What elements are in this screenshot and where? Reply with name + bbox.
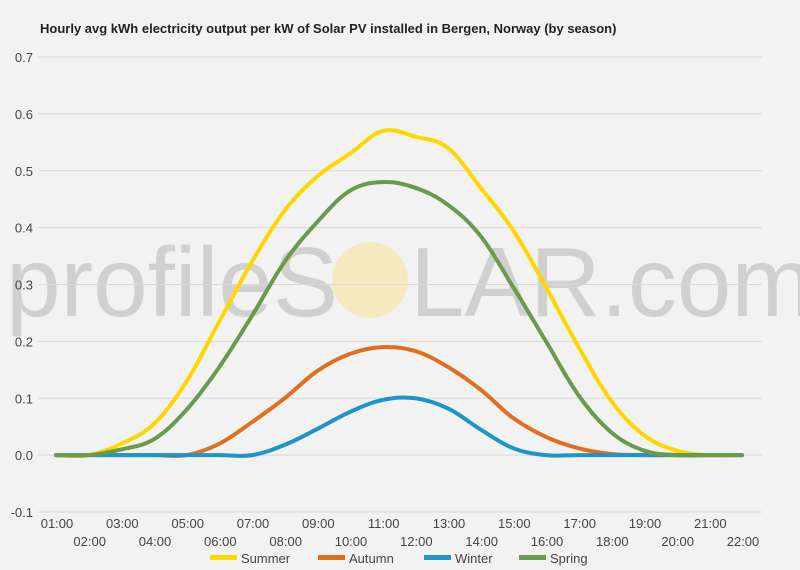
y-tick-label: 0.2 <box>15 334 33 349</box>
chart-title: Hourly avg kWh electricity output per kW… <box>40 21 616 36</box>
legend-swatch <box>519 555 546 560</box>
legend: Summer Autumn Winter Spring <box>210 551 588 566</box>
watermark-text-left: profileS <box>6 227 338 337</box>
x-tick-label: 09:00 <box>302 516 335 531</box>
x-tick-label: 22:00 <box>727 534 760 549</box>
x-tick-label: 01:00 <box>41 516 74 531</box>
legend-label: Autumn <box>349 551 394 566</box>
x-tick-label: 02:00 <box>73 534 106 549</box>
y-tick-label: 0.4 <box>15 221 33 236</box>
legend-swatch <box>210 555 237 560</box>
x-tick-label: 03:00 <box>106 516 139 531</box>
legend-swatch <box>318 555 345 560</box>
legend-swatch <box>424 555 451 560</box>
legend-item-winter: Winter <box>424 551 493 566</box>
x-tick-label: 21:00 <box>694 516 727 531</box>
legend-item-autumn: Autumn <box>318 551 394 566</box>
watermark-text-right: LAR.com <box>410 227 800 337</box>
x-tick-label: 16:00 <box>531 534 564 549</box>
legend-label: Spring <box>550 551 588 566</box>
x-tick-label: 07:00 <box>237 516 270 531</box>
legend-label: Summer <box>241 551 291 566</box>
y-tick-label: 0.0 <box>15 448 33 463</box>
y-tick-label: -0.1 <box>11 505 33 520</box>
legend-item-spring: Spring <box>519 551 588 566</box>
x-tick-label: 14:00 <box>465 534 498 549</box>
y-axis-ticks: -0.1 0.0 0.1 0.2 0.3 0.4 0.5 0.6 0.7 <box>11 50 33 520</box>
y-tick-label: 0.1 <box>15 391 33 406</box>
watermark: profileS LAR.com <box>6 227 800 337</box>
x-tick-label: 20:00 <box>661 534 694 549</box>
y-tick-label: 0.5 <box>15 164 33 179</box>
x-tick-label: 12:00 <box>400 534 433 549</box>
series-line-autumn <box>54 344 744 459</box>
series-line-winter <box>54 395 744 458</box>
series <box>54 128 744 459</box>
x-tick-label: 11:00 <box>368 516 400 531</box>
x-tick-label: 06:00 <box>204 534 237 549</box>
x-tick-label: 10:00 <box>335 534 368 549</box>
x-tick-label: 04:00 <box>139 534 172 549</box>
x-tick-label: 05:00 <box>171 516 204 531</box>
legend-item-summer: Summer <box>210 551 291 566</box>
series-line-spring <box>54 180 744 458</box>
x-tick-label: 13:00 <box>433 516 466 531</box>
x-tick-label: 17:00 <box>563 516 596 531</box>
y-tick-label: 0.7 <box>15 50 33 65</box>
y-tick-label: 0.6 <box>15 107 33 122</box>
x-tick-label: 08:00 <box>269 534 302 549</box>
x-tick-label: 15:00 <box>498 516 531 531</box>
y-tick-label: 0.3 <box>15 278 33 293</box>
legend-label: Winter <box>455 551 493 566</box>
watermark-sun <box>332 242 408 318</box>
x-tick-label: 19:00 <box>629 516 662 531</box>
x-tick-label: 18:00 <box>596 534 629 549</box>
series-line-summer <box>54 128 744 459</box>
